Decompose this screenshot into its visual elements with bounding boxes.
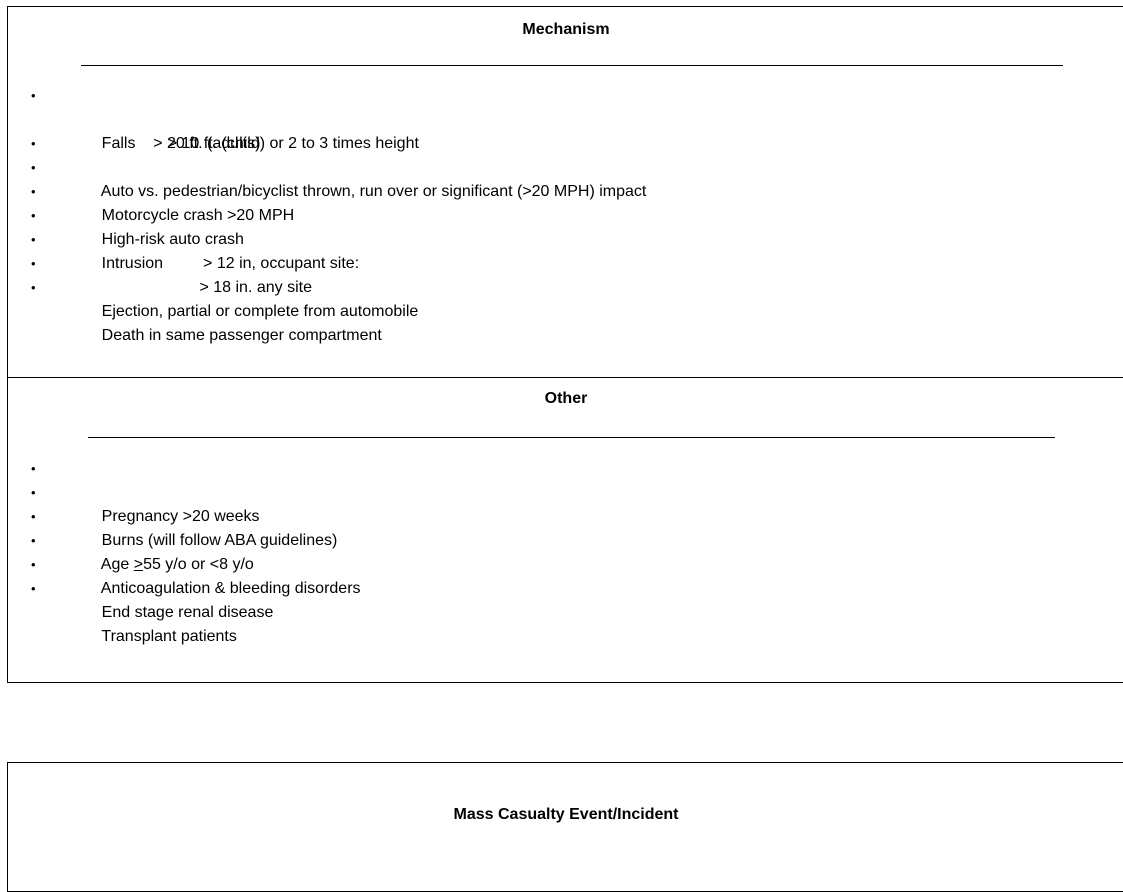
other-section: Other • Pregnancy >20 weeks • Burns (wil… <box>7 377 1123 683</box>
list-item: • High-risk auto crash <box>8 180 646 248</box>
mechanism-heading: Mechanism <box>522 21 610 38</box>
bullet: • <box>31 581 36 596</box>
list-item: • Falls > 20 ft. (adults) <box>8 84 646 152</box>
list-item-text: Anticoagulation & bleeding disorders <box>100 580 361 597</box>
other-heading: Other <box>544 390 588 407</box>
mechanism-section: Mechanism • Falls > 20 ft. (adults) > 10… <box>7 6 1123 378</box>
list-item: • Motorcycle crash >20 MPH <box>8 156 646 224</box>
list-item-text-underlined: > <box>133 556 144 573</box>
list-item: • Death in same passenger compartment <box>8 276 646 344</box>
list-item-text: Burns (will follow ABA guidelines) <box>101 532 338 549</box>
list-item-text: High-risk auto crash <box>101 231 244 248</box>
list-item-text-suffix: 55 y/o or <8 y/o <box>143 556 254 573</box>
list-item: > 10 ft. (child) or 2 to 3 times height <box>8 108 646 152</box>
bullet: • <box>31 533 36 548</box>
list-item-text: Falls > 20 ft. (adults) <box>101 135 261 152</box>
bullet: • <box>31 280 36 295</box>
bullet: • <box>31 208 36 223</box>
list-item-text: > 10 ft. (child) or 2 to 3 times height <box>167 135 419 152</box>
other-heading-rule <box>88 437 1055 438</box>
list-item-text: > 18 in. any site <box>101 279 312 296</box>
mass-casualty-section: Mass Casualty Event/Incident <box>7 762 1123 892</box>
list-item: • Burns (will follow ABA guidelines) <box>8 481 361 549</box>
bullet: • <box>31 232 36 247</box>
list-item-text: Motorcycle crash >20 MPH <box>101 207 295 224</box>
list-item-text: Ejection, partial or complete from autom… <box>101 303 419 320</box>
list-item-text: Transplant patients <box>101 628 237 645</box>
list-item: • > 18 in. any site <box>8 228 646 296</box>
list-item: • Intrusion > 12 in, occupant site: <box>8 204 646 272</box>
list-item: • Pregnancy >20 weeks <box>8 457 361 525</box>
other-list: • Pregnancy >20 weeks • Burns (will foll… <box>8 457 361 645</box>
list-item-text: Pregnancy >20 weeks <box>101 508 260 525</box>
bullet: • <box>31 256 36 271</box>
list-item: • Transplant patients <box>8 577 361 645</box>
bullet: • <box>31 88 36 103</box>
mechanism-heading-rule <box>81 65 1063 66</box>
mechanism-list: • Falls > 20 ft. (adults) > 10 ft. (chil… <box>8 84 646 344</box>
list-item: • Auto vs. pedestrian/bicyclist thrown, … <box>8 132 646 200</box>
bullet: • <box>31 184 36 199</box>
bullet: • <box>31 461 36 476</box>
list-item: • Anticoagulation & bleeding disorders <box>8 529 361 597</box>
bullet: • <box>31 557 36 572</box>
list-item: • End stage renal disease <box>8 553 361 621</box>
bullet: • <box>31 160 36 175</box>
mass-casualty-heading: Mass Casualty Event/Incident <box>453 806 679 823</box>
bullet: • <box>31 509 36 524</box>
list-item: • Age >55 y/o or <8 y/o <box>8 505 361 573</box>
list-item-text-prefix: Age <box>100 556 134 573</box>
list-item: • Ejection, partial or complete from aut… <box>8 252 646 320</box>
list-item-text: Death in same passenger compartment <box>101 327 382 344</box>
bullet: • <box>31 136 36 151</box>
list-item-text: Intrusion > 12 in, occupant site: <box>101 255 360 272</box>
bullet: • <box>31 485 36 500</box>
list-item-text: End stage renal disease <box>101 604 274 621</box>
list-item-text: Auto vs. pedestrian/bicyclist thrown, ru… <box>100 183 647 200</box>
